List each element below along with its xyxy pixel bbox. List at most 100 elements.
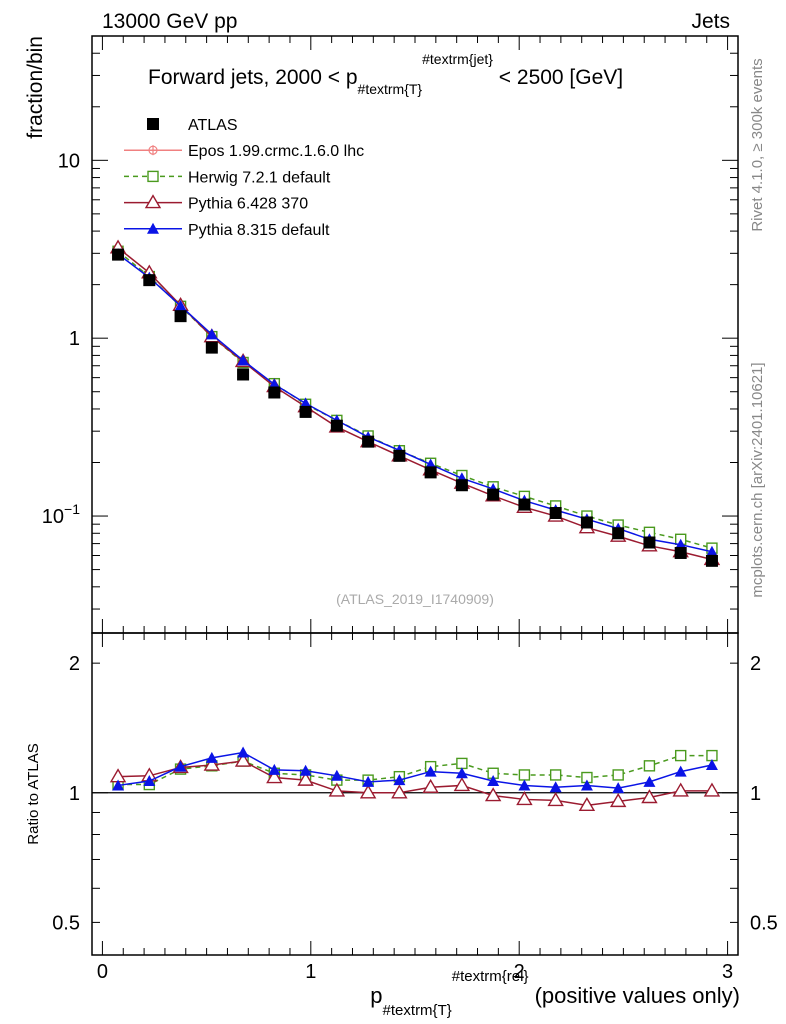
data-point: [143, 775, 156, 787]
data-point: [455, 479, 468, 492]
data-point: [299, 764, 312, 776]
data-point: [297, 771, 314, 786]
y-tick-label: 10−1: [42, 501, 80, 528]
y-tick-label-right: 0.5: [750, 912, 778, 934]
data-point: [518, 769, 531, 781]
data-point: [705, 759, 718, 771]
data-point: [266, 769, 283, 784]
data-point: [330, 419, 343, 432]
data-point: [549, 781, 562, 793]
data-point: [203, 756, 221, 771]
data-point: [518, 498, 531, 511]
legend-label: ATLAS: [188, 117, 238, 134]
data-point: [362, 775, 375, 787]
ratio-ylabel: Ratio to ATLAS: [25, 743, 42, 844]
main-ylabel: fraction/bin: [24, 36, 47, 139]
data-point: [424, 765, 437, 777]
data-point: [299, 405, 312, 418]
data-point: [362, 435, 375, 448]
legend-label: Epos 1.99.crmc.1.6.0 lhc: [188, 143, 364, 160]
series-herwig-7-2-1-default: [112, 749, 718, 791]
data-point: [518, 779, 531, 791]
mcplots-label: mcplots.cern.ch [arXiv:2401.10621]: [749, 362, 766, 597]
main-series: [109, 239, 721, 567]
data-point: [674, 538, 687, 550]
legend: ATLAS Epos 1.99.crmc.1.6.0 lhc Herwig 7.2.…: [124, 117, 364, 239]
data-point: [147, 118, 159, 130]
legend-entry: Pythia 6.428 370: [124, 194, 308, 213]
data-point: [641, 789, 658, 804]
series-herwig-7-2-1-default: [112, 245, 718, 554]
data-point: [484, 787, 502, 802]
data-point: [328, 782, 346, 797]
main-title: Forward jets, 2000 < p#textrm{T}#textrm{…: [148, 51, 623, 97]
data-point: [674, 546, 687, 559]
series-line: [117, 751, 713, 789]
y-tick-label: 10: [58, 150, 80, 172]
data-point: [487, 488, 500, 501]
data-point: [674, 749, 687, 762]
data-point: [174, 760, 187, 772]
legend-entry: Epos 1.99.crmc.1.6.0 lhc: [124, 143, 364, 160]
data-point: [580, 516, 593, 529]
ratio-xlabel: p#textrm{T}#textrm{rel} (positive values…: [370, 968, 740, 1019]
data-point: [422, 778, 439, 793]
series-line: [117, 247, 713, 561]
data-point: [424, 466, 437, 479]
legend-label: Pythia 8.315 default: [188, 222, 330, 239]
x-tick-label: 1: [305, 961, 316, 983]
axis-ticks: 0 1 2 3 10 1 10−1 2 2 1 1 0.5 0.5: [42, 35, 778, 983]
data-point: [393, 774, 406, 786]
data-point: [612, 782, 625, 794]
data-point: [612, 527, 625, 540]
y-tick-label: 1: [69, 328, 80, 350]
data-point: [516, 791, 533, 806]
data-point: [643, 760, 656, 772]
data-point: [547, 792, 564, 807]
data-point: [112, 779, 125, 791]
data-point: [453, 777, 471, 792]
data-point: [143, 274, 156, 287]
data-point: [237, 746, 250, 758]
data-point: [393, 449, 406, 462]
x-tick-label: 2: [514, 961, 525, 983]
legend-entry: Herwig 7.2.1 default: [124, 169, 331, 186]
data-point: [578, 796, 596, 812]
legend-entry: ATLAS: [147, 117, 238, 134]
data-point: [487, 775, 500, 787]
x-tick-label: 3: [722, 961, 733, 983]
y-tick-label: 0.5: [52, 912, 80, 934]
data-point: [672, 782, 689, 797]
data-point: [234, 752, 252, 767]
data-point: [205, 341, 218, 354]
y-tick-label-right: 2: [750, 653, 761, 675]
data-point: [359, 784, 377, 799]
data-point: [705, 554, 718, 567]
series-pythia-6-428-370: [109, 239, 721, 566]
data-point: [148, 145, 158, 156]
data-point: [268, 386, 281, 399]
data-point: [455, 767, 468, 779]
legend-label: Pythia 6.428 370: [188, 196, 308, 213]
data-point: [205, 328, 218, 340]
data-point: [549, 769, 562, 781]
data-point: [643, 536, 656, 549]
data-point: [237, 354, 250, 366]
data-point: [612, 769, 624, 781]
series-pythia-6-428-370: [109, 752, 721, 812]
data-point: [456, 757, 468, 770]
x-tick-label: 0: [97, 961, 108, 983]
data-point: [268, 763, 281, 775]
series-line: [117, 250, 713, 549]
energy-label: 13000 GeV pp: [102, 10, 237, 33]
data-point: [674, 765, 687, 777]
y-tick-label: 2: [69, 653, 80, 675]
data-point: [237, 368, 250, 381]
data-point: [174, 310, 187, 323]
data-point: [112, 248, 125, 261]
data-point: [609, 792, 627, 808]
data-point: [205, 751, 218, 763]
data-point: [299, 397, 312, 409]
y-tick-label-right: 1: [750, 783, 761, 805]
